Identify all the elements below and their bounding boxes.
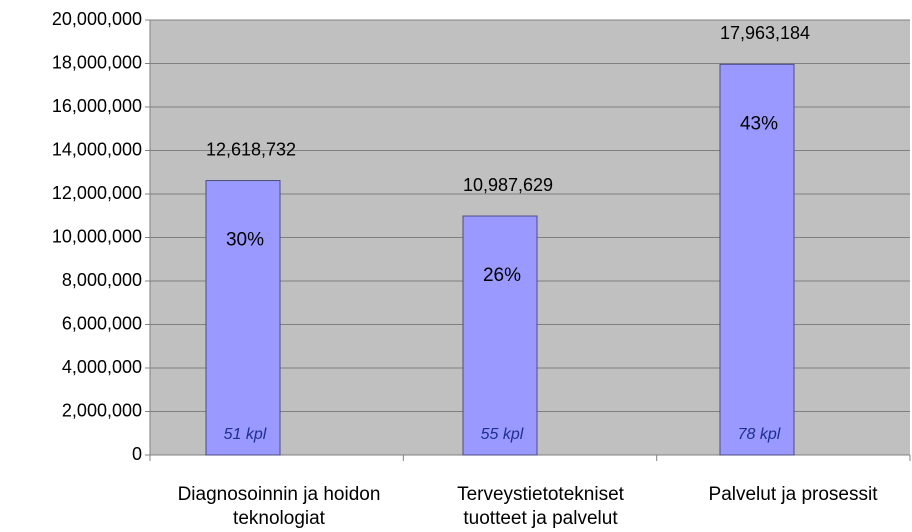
y-tick-label: 12,000,000 [52, 183, 142, 203]
bar [462, 215, 538, 456]
y-tick-label: 0 [132, 444, 142, 464]
y-tick-label: 6,000,000 [62, 313, 142, 333]
bar [719, 63, 795, 456]
count-label: 78 kpl [738, 426, 781, 443]
y-tick-label: 10,000,000 [52, 226, 142, 246]
y-tick-label: 20,000,000 [52, 9, 142, 29]
y-tick-label: 2,000,000 [62, 400, 142, 420]
x-tick-label: Palvelut ja prosessit [708, 484, 878, 505]
share-label: 43% [740, 113, 778, 134]
share-label: 30% [226, 230, 264, 251]
value-label: 17,963,184 [720, 23, 810, 43]
y-tick-label: 14,000,000 [52, 139, 142, 159]
y-tick-label: 4,000,000 [62, 357, 142, 377]
count-label: 55 kpl [481, 426, 524, 443]
y-tick-label: 16,000,000 [52, 96, 142, 116]
value-label: 10,987,629 [463, 175, 553, 195]
y-tick-label: 18,000,000 [52, 52, 142, 72]
x-tick-label: Terveystietotekniset tuotteet ja palvelu… [457, 484, 624, 529]
y-tick-label: 8,000,000 [62, 270, 142, 290]
count-label: 51 kpl [224, 426, 267, 443]
x-tick-label: Diagnosoinnin ja hoidon teknologiat [177, 484, 381, 529]
value-label: 12,618,732 [206, 139, 296, 159]
bar [205, 180, 281, 456]
share-label: 26% [483, 265, 521, 286]
